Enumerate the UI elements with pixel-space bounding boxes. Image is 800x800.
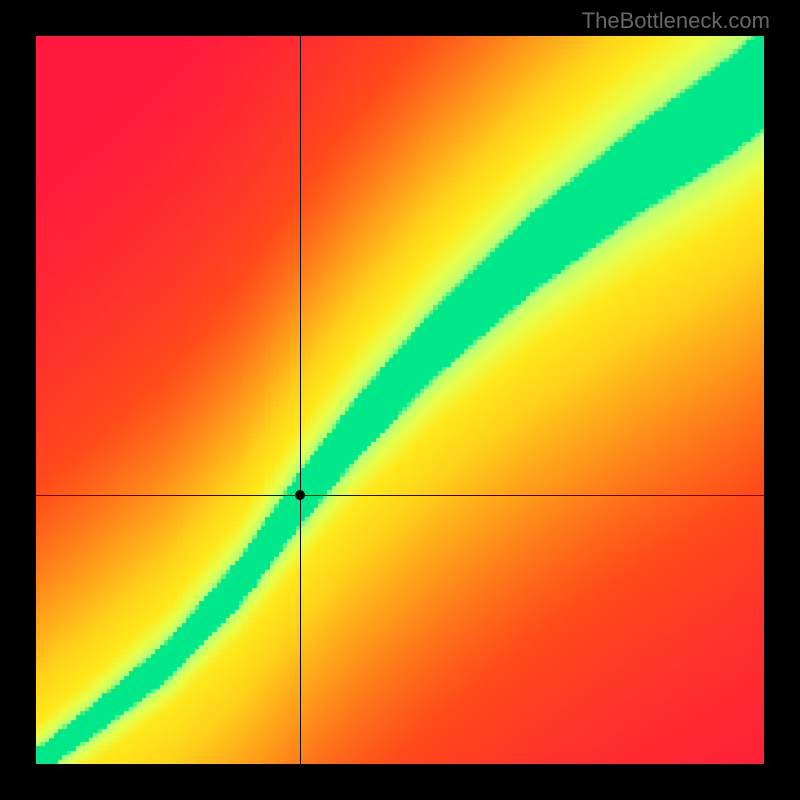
crosshair-horizontal [36,495,764,496]
crosshair-marker [295,490,305,500]
watermark-text: TheBottleneck.com [582,8,770,34]
crosshair-vertical [300,36,301,764]
heatmap-canvas [36,36,764,764]
bottleneck-heatmap [36,36,764,764]
